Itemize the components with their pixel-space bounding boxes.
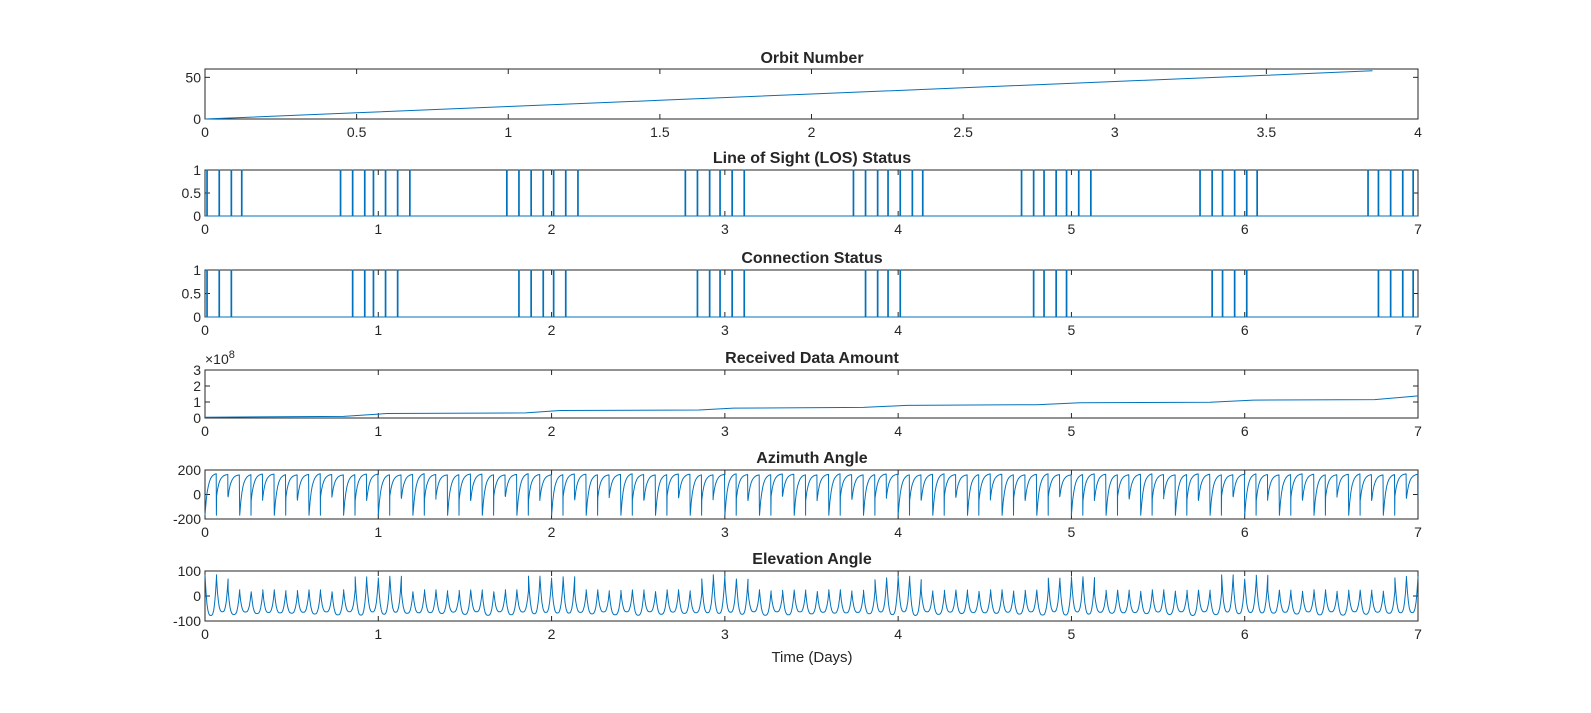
panel-los-status: Line of Sight (LOS) Status 0 1 2 3 4 5 6 7 0 0.5 1 bbox=[182, 150, 1423, 237]
x-tick-label: 1 bbox=[374, 423, 382, 439]
y-tick-label: 0.5 bbox=[182, 286, 202, 302]
y-tick-label: -100 bbox=[173, 613, 201, 629]
x-tick-label: 5 bbox=[1068, 524, 1076, 540]
x-tick-label: 0.5 bbox=[347, 124, 367, 140]
x-tick-label: 6 bbox=[1241, 322, 1249, 338]
x-tick-label: 1 bbox=[374, 322, 382, 338]
x-tick-label: 4 bbox=[894, 322, 902, 338]
x-tick-label: 7 bbox=[1414, 524, 1422, 540]
x-tick-label: 6 bbox=[1241, 221, 1249, 237]
x-tick-label: 6 bbox=[1241, 524, 1249, 540]
series-line bbox=[204, 395, 1419, 418]
x-tick-label: 0 bbox=[201, 626, 209, 642]
exponent-base: ×10 bbox=[205, 351, 229, 367]
x-tick-label: 3 bbox=[721, 524, 729, 540]
panel-orbit-number: Orbit Number 0 0.5 1 1.5 2 2.5 3 3.5 4 0 50 bbox=[185, 50, 1422, 140]
axes-box bbox=[204, 169, 1419, 217]
x-tick-label: 0 bbox=[201, 221, 209, 237]
x-tick-label: 4 bbox=[894, 626, 902, 642]
x-tick-label: 5 bbox=[1068, 626, 1076, 642]
y-tick-label: 3 bbox=[193, 362, 201, 378]
series-line bbox=[204, 70, 1373, 120]
x-tick-label: 2 bbox=[548, 423, 556, 439]
x-tick-label: 0 bbox=[201, 524, 209, 540]
x-tick-label: 7 bbox=[1414, 423, 1422, 439]
x-tick-label: 4 bbox=[1414, 124, 1422, 140]
x-tick-label: 6 bbox=[1241, 423, 1249, 439]
series-line bbox=[204, 473, 1419, 516]
x-tick-label: 6 bbox=[1241, 626, 1249, 642]
x-tick-label: 7 bbox=[1414, 221, 1422, 237]
y-tick-label: 2 bbox=[193, 378, 201, 394]
y-tick-label: 0 bbox=[193, 111, 201, 127]
x-tick-label: 2 bbox=[548, 221, 556, 237]
x-tick-label: 3 bbox=[721, 626, 729, 642]
x-tick-label: 5 bbox=[1068, 221, 1076, 237]
chart-title: Elevation Angle bbox=[752, 551, 872, 568]
x-tick-label: 3 bbox=[721, 423, 729, 439]
series-line bbox=[205, 169, 1418, 217]
chart-title: Connection Status bbox=[741, 250, 882, 267]
x-tick-label: 1 bbox=[374, 626, 382, 642]
x-tick-label: 3 bbox=[1111, 124, 1119, 140]
y-tick-label: 0 bbox=[193, 208, 201, 224]
x-tick-label: 4 bbox=[894, 221, 902, 237]
y-tick-label: 50 bbox=[185, 69, 201, 85]
x-tick-label: 2 bbox=[808, 124, 816, 140]
axes-box bbox=[204, 269, 1419, 318]
x-tick-label: 0 bbox=[201, 423, 209, 439]
x-tick-label: 4 bbox=[894, 423, 902, 439]
y-tick-label: 0 bbox=[193, 410, 201, 426]
axes-box bbox=[204, 369, 1419, 419]
series-line bbox=[205, 269, 1418, 318]
y-tick-label: 1 bbox=[193, 262, 201, 278]
x-tick-label: 5 bbox=[1068, 322, 1076, 338]
exponent-power: 8 bbox=[229, 349, 235, 361]
x-axis-label: Time (Days) bbox=[771, 649, 852, 666]
x-tick-label: 7 bbox=[1414, 626, 1422, 642]
x-tick-label: 1 bbox=[374, 221, 382, 237]
x-tick-label: 3 bbox=[721, 322, 729, 338]
y-tick-label: 0 bbox=[193, 588, 201, 604]
x-tick-label: 1 bbox=[374, 524, 382, 540]
x-tick-label: 5 bbox=[1068, 423, 1076, 439]
x-tick-label: 4 bbox=[894, 524, 902, 540]
chart-title: Azimuth Angle bbox=[756, 450, 868, 467]
y-tick-label: 1 bbox=[193, 162, 201, 178]
y-tick-label: 100 bbox=[178, 563, 202, 579]
panel-elevation-angle: Elevation Angle Time (Days) 0 1 2 3 4 5 6 7 -100… bbox=[173, 551, 1422, 666]
y-tick-label: 1 bbox=[193, 394, 201, 410]
x-tick-label: 0 bbox=[201, 322, 209, 338]
x-tick-label: 2.5 bbox=[953, 124, 973, 140]
y-tick-label: 0.5 bbox=[182, 185, 202, 201]
chart-title: Line of Sight (LOS) Status bbox=[713, 150, 911, 167]
x-tick-label: 1.5 bbox=[650, 124, 670, 140]
x-tick-label: 1 bbox=[504, 124, 512, 140]
x-tick-label: 0 bbox=[201, 124, 209, 140]
y-tick-label: 0 bbox=[193, 487, 201, 503]
x-tick-label: 3.5 bbox=[1257, 124, 1277, 140]
chart-title: Received Data Amount bbox=[725, 350, 899, 367]
x-tick-label: 2 bbox=[548, 524, 556, 540]
series-line bbox=[204, 574, 1419, 616]
chart-title: Orbit Number bbox=[760, 50, 863, 67]
exponent-label: ×108 bbox=[205, 349, 235, 367]
panel-connection-status: Connection Status 0 1 2 3 4 5 6 7 0 0.5 1 bbox=[182, 250, 1423, 338]
y-tick-label: -200 bbox=[173, 511, 201, 527]
y-tick-label: 0 bbox=[193, 309, 201, 325]
x-tick-label: 2 bbox=[548, 626, 556, 642]
x-tick-label: 2 bbox=[548, 322, 556, 338]
y-tick-label: 200 bbox=[178, 462, 202, 478]
x-tick-label: 3 bbox=[721, 221, 729, 237]
x-tick-label: 7 bbox=[1414, 322, 1422, 338]
